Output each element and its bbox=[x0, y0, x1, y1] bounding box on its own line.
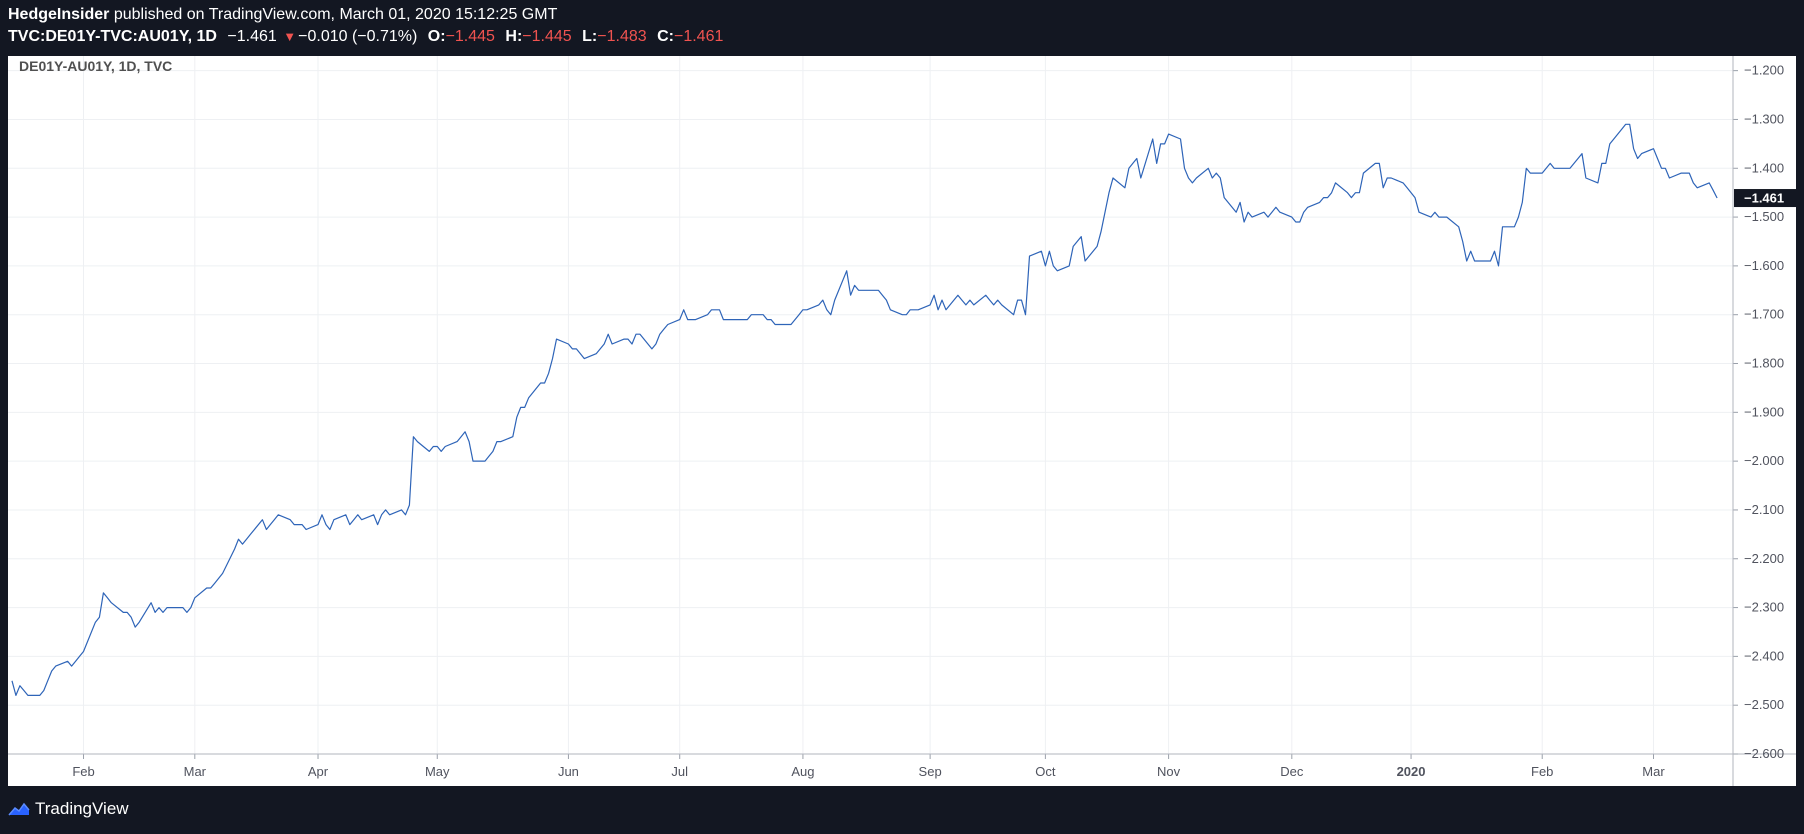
y-tick-label: −2.000 bbox=[1744, 453, 1784, 468]
brand-name: TradingView bbox=[35, 799, 129, 818]
x-tick-label: Mar bbox=[1642, 764, 1665, 779]
symbol-label: TVC:DE01Y-TVC:AU01Y, 1D bbox=[8, 28, 217, 45]
close-label: C: bbox=[657, 28, 674, 45]
grid-lines bbox=[8, 56, 1733, 755]
last-value-label: −1.461 bbox=[1744, 191, 1784, 206]
x-tick-label: Mar bbox=[184, 764, 207, 779]
low-value: −1.483 bbox=[597, 28, 647, 45]
last-value: −1.461 bbox=[227, 28, 277, 45]
ohlc-line: TVC:DE01Y-TVC:AU01Y, 1D −1.461 ▼ −0.010 (… bbox=[8, 28, 723, 46]
close-value: −1.461 bbox=[673, 28, 724, 45]
y-tick-label: −2.600 bbox=[1744, 746, 1784, 761]
author-name[interactable]: HedgeInsider bbox=[8, 6, 110, 23]
publish-line: HedgeInsider published on TradingView.co… bbox=[8, 6, 557, 24]
y-tick-label: −2.100 bbox=[1744, 502, 1784, 517]
footer: TradingView bbox=[0, 786, 1804, 834]
series-group bbox=[11, 123, 1718, 696]
x-tick-label: Nov bbox=[1157, 764, 1181, 779]
x-tick-label: Feb bbox=[1531, 764, 1553, 779]
y-tick-label: −2.300 bbox=[1744, 600, 1784, 615]
publish-header: HedgeInsider published on TradingView.co… bbox=[0, 0, 1804, 56]
x-tick-label: Feb bbox=[72, 764, 94, 779]
last-value-badge bbox=[1734, 189, 1796, 208]
chart-area[interactable]: Feb Mar Apr May Jun Jul Aug Sep Oct Nov Dec 2020 Feb… bbox=[8, 56, 1796, 786]
line-chart[interactable]: Feb Mar Apr May Jun Jul Aug Sep Oct Nov Dec 2020 Feb… bbox=[8, 56, 1796, 786]
x-tick-label: Jul bbox=[671, 764, 688, 779]
low-label: L: bbox=[582, 28, 598, 45]
y-tick-label: −1.400 bbox=[1744, 160, 1784, 175]
y-tick-label: −1.300 bbox=[1744, 111, 1784, 126]
y-tick-label: −1.500 bbox=[1744, 209, 1784, 224]
y-tick-label: −1.800 bbox=[1744, 356, 1784, 371]
tradingview-brand[interactable]: TradingView bbox=[8, 799, 129, 819]
y-tick-label: −1.900 bbox=[1744, 404, 1784, 419]
y-tick-label: −2.400 bbox=[1744, 648, 1784, 663]
x-tick-label: Jun bbox=[558, 764, 579, 779]
high-label: H: bbox=[505, 28, 523, 45]
y-tick-label: −1.700 bbox=[1744, 307, 1784, 322]
x-tick-label: Dec bbox=[1280, 764, 1304, 779]
chart-title: DE01Y-AU01Y, 1D, TVC bbox=[19, 58, 172, 74]
x-tick-label: Apr bbox=[308, 764, 329, 779]
x-tick-label: 2020 bbox=[1397, 764, 1426, 779]
down-arrow-icon: ▼ bbox=[283, 29, 297, 44]
change-value: −0.010 (−0.71%) bbox=[298, 28, 418, 45]
y-tick-label: −2.200 bbox=[1744, 551, 1784, 566]
x-tick-label: May bbox=[425, 764, 450, 779]
y-axis: −1.200 −1.300 −1.400 −1.500 −1.600 −1.700 −1.8… bbox=[1732, 56, 1796, 786]
x-tick-label: Aug bbox=[791, 764, 814, 779]
open-label: O: bbox=[427, 28, 446, 45]
x-tick-label: Sep bbox=[919, 764, 942, 779]
y-tick-label: −1.600 bbox=[1744, 258, 1784, 273]
published-text: published on TradingView.com, March 01, … bbox=[113, 6, 558, 23]
x-axis: Feb Mar Apr May Jun Jul Aug Sep Oct Nov Dec 2020 Feb… bbox=[8, 753, 1796, 779]
y-tick-label: −2.500 bbox=[1744, 697, 1784, 712]
x-tick-label: Oct bbox=[1035, 764, 1056, 779]
open-value: −1.445 bbox=[445, 28, 495, 45]
high-value: −1.445 bbox=[522, 28, 572, 45]
tradingview-logo-icon bbox=[8, 802, 30, 816]
series-line bbox=[11, 123, 1718, 696]
y-tick-label: −1.200 bbox=[1744, 63, 1784, 78]
